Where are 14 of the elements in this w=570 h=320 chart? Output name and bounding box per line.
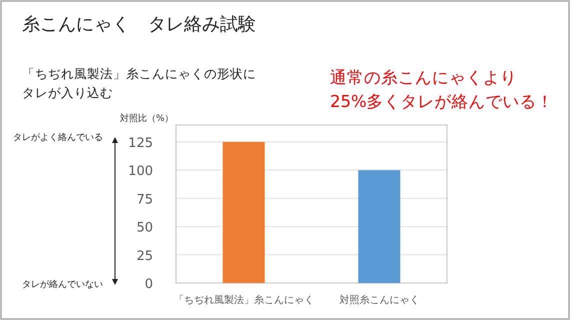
chart-title: 糸こんにゃく タレ絡み試験 <box>22 14 256 35</box>
y-tick-label: 25 <box>136 248 153 264</box>
y-tick-label: 50 <box>136 220 153 236</box>
y-tick-label: 75 <box>136 192 153 208</box>
y-axis-title: 対照比（%） <box>120 113 174 124</box>
chart-subtitle: 「ちぢれ風製法」糸こんにゃくの形状にタレが入り込む <box>22 66 256 100</box>
y-tick-label: 100 <box>128 164 153 180</box>
text: タレが絡んでいない <box>22 279 103 290</box>
text: 通常の糸こんにゃくより 25%多くタレが絡んでいる！ <box>330 68 554 111</box>
y-tick-label: 0 <box>144 277 153 292</box>
y-tick-label: 125 <box>128 136 153 151</box>
x-tick-label: 「ちぢれ風製法」糸こんにゃく <box>174 294 314 306</box>
text: タレがよく絡んでいる <box>13 132 103 143</box>
x-tick-label: 対照糸こんにゃく <box>339 294 420 306</box>
